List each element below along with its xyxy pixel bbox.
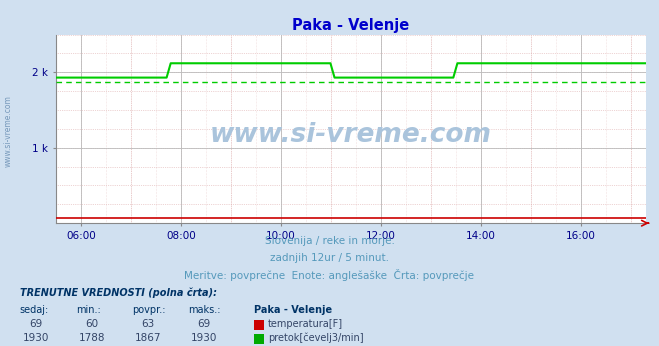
Text: maks.:: maks.:: [188, 305, 220, 315]
Text: www.si-vreme.com: www.si-vreme.com: [3, 95, 13, 167]
Text: 1930: 1930: [23, 333, 49, 343]
Text: Paka - Velenje: Paka - Velenje: [254, 305, 332, 315]
Text: povpr.:: povpr.:: [132, 305, 165, 315]
Text: temperatura[F]: temperatura[F]: [268, 319, 343, 329]
Text: min.:: min.:: [76, 305, 101, 315]
Text: Slovenija / reke in morje.: Slovenija / reke in morje.: [264, 236, 395, 246]
Text: pretok[čevelj3/min]: pretok[čevelj3/min]: [268, 332, 364, 343]
Text: 1930: 1930: [191, 333, 217, 343]
Text: 63: 63: [142, 319, 155, 329]
Text: Meritve: povprečne  Enote: anglešaške  Črta: povprečje: Meritve: povprečne Enote: anglešaške Črt…: [185, 268, 474, 281]
Text: TRENUTNE VREDNOSTI (polna črta):: TRENUTNE VREDNOSTI (polna črta):: [20, 287, 217, 298]
Text: 69: 69: [30, 319, 43, 329]
Text: 69: 69: [198, 319, 211, 329]
Text: sedaj:: sedaj:: [20, 305, 49, 315]
Text: www.si-vreme.com: www.si-vreme.com: [210, 121, 492, 147]
Text: 1788: 1788: [79, 333, 105, 343]
Text: 60: 60: [86, 319, 99, 329]
Title: Paka - Velenje: Paka - Velenje: [293, 18, 409, 34]
Text: zadnjih 12ur / 5 minut.: zadnjih 12ur / 5 minut.: [270, 253, 389, 263]
Text: 1867: 1867: [135, 333, 161, 343]
